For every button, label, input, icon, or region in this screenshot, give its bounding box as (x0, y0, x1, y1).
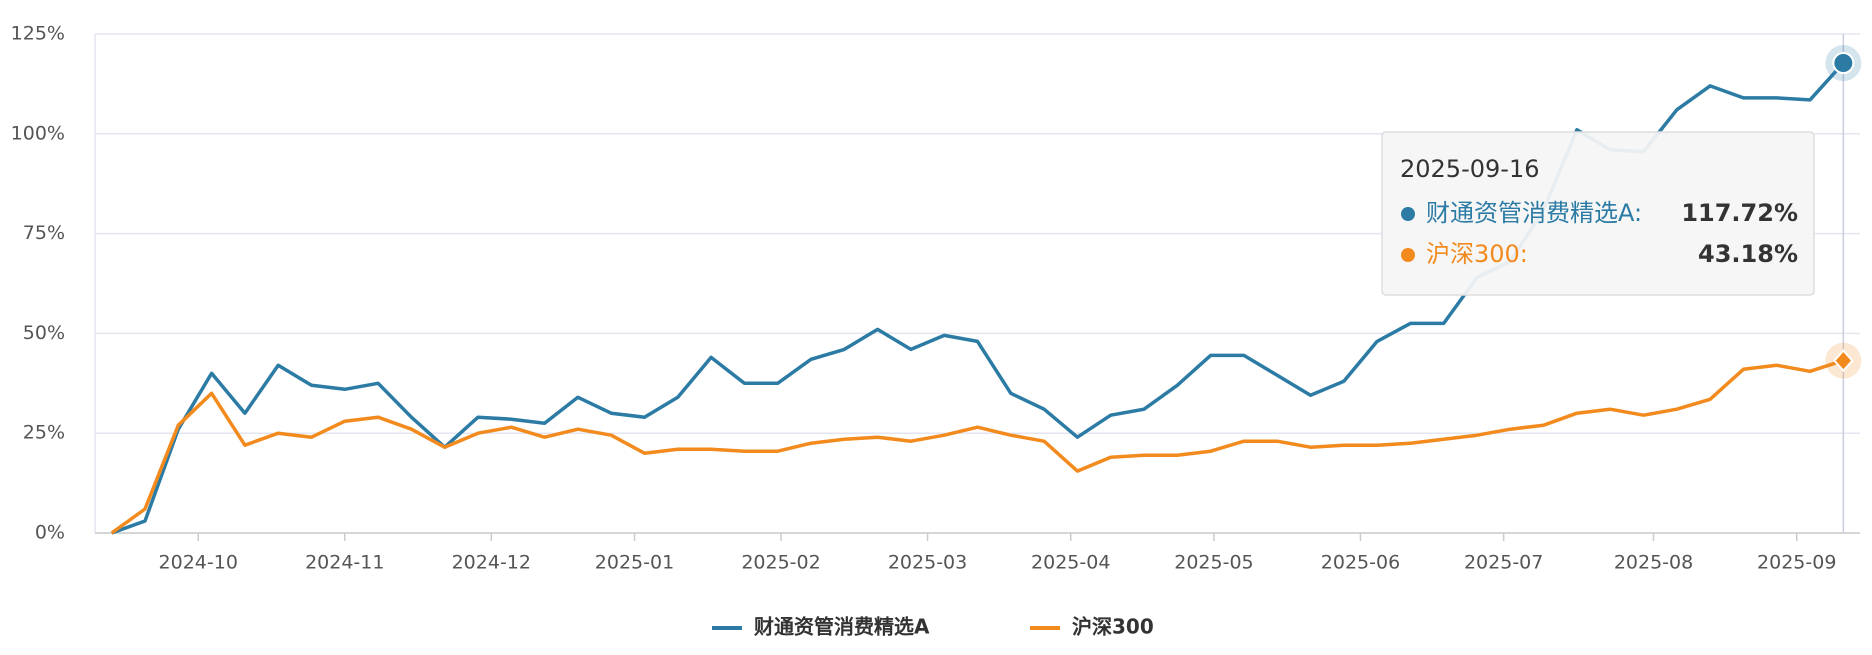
x-tick-label: 2024-11 (305, 552, 384, 574)
y-tick-label: 125% (11, 23, 65, 45)
x-tick-label: 2025-02 (741, 552, 820, 574)
y-tick-label: 50% (23, 322, 65, 344)
y-tick-label: 100% (11, 122, 65, 144)
x-tick-label: 2025-03 (888, 552, 967, 574)
x-tick-label: 2025-01 (595, 552, 674, 574)
x-tick-label: 2025-04 (1031, 552, 1110, 574)
tooltip-value: 117.72% (1681, 199, 1798, 227)
y-tick-label: 0% (35, 522, 65, 544)
legend: 财通资管消费精选A 沪深300 (712, 615, 1154, 639)
hover-point (1832, 52, 1855, 75)
legend-label: 财通资管消费精选A (754, 615, 930, 639)
y-tick-label: 75% (23, 222, 65, 244)
tooltip: 2025-09-16 财通资管消费精选A: 117.72% 沪深300: 43.18% (1381, 131, 1815, 296)
x-tick-label: 2025-07 (1464, 552, 1543, 574)
tooltip-dot (1401, 248, 1415, 262)
tooltip-label: 沪深300: (1426, 240, 1528, 268)
x-tick-label: 2025-09 (1757, 552, 1836, 574)
legend-label: 沪深300 (1072, 615, 1154, 639)
x-tick-label: 2025-05 (1174, 552, 1253, 574)
y-tick-label: 25% (23, 422, 65, 444)
series-line (110, 358, 1844, 535)
hover-point (1833, 349, 1854, 373)
x-tick-label: 2024-12 (452, 552, 531, 574)
tooltip-box (1381, 131, 1815, 296)
x-tick-label: 2025-06 (1321, 552, 1400, 574)
tooltip-label: 财通资管消费精选A: (1426, 199, 1642, 227)
x-tick-label: 2025-08 (1614, 552, 1693, 574)
tooltip-dot (1401, 207, 1415, 221)
x-tick-label: 2024-10 (159, 552, 238, 574)
tooltip-value: 43.18% (1698, 240, 1798, 268)
tooltip-title: 2025-09-16 (1400, 155, 1539, 183)
